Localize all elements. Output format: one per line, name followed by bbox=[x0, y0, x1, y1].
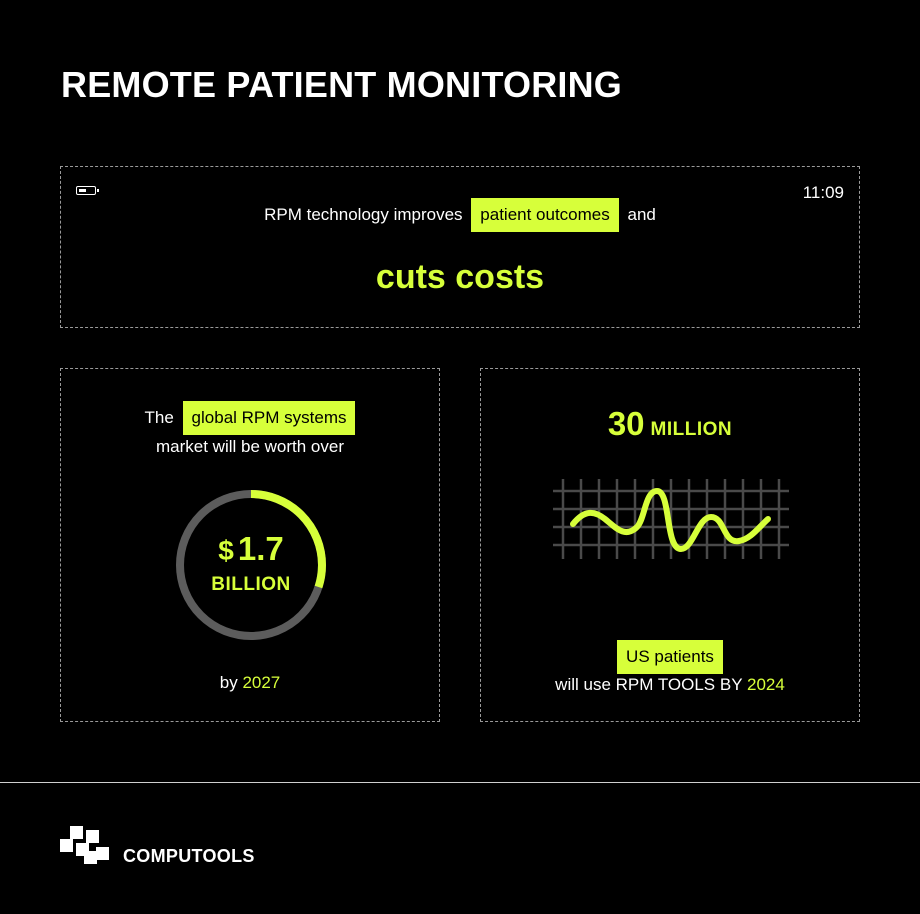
patients-card: 30 MILLION US patients will use RPM TOO bbox=[480, 368, 860, 722]
highlight-us-patients: US patients bbox=[617, 640, 723, 674]
page-title: REMOTE PATIENT MONITORING bbox=[61, 64, 622, 105]
market-the: The bbox=[144, 408, 174, 427]
footer-divider bbox=[0, 782, 920, 783]
market-amount: 1.7 bbox=[237, 530, 284, 567]
market-value: $1.7 bbox=[173, 529, 329, 571]
rpm-tools-year: 2024 bbox=[746, 675, 785, 694]
highlight-global-rpm: global RPM systems bbox=[182, 401, 356, 435]
market-year: 2027 bbox=[242, 673, 281, 692]
patients-number: 30 bbox=[607, 405, 645, 442]
us-patients-line: US patients bbox=[481, 639, 859, 675]
rpm-tools-text: will use RPM TOOLS BY bbox=[555, 675, 743, 694]
status-time: 11:09 bbox=[802, 183, 844, 202]
brand-name: COMPUTOOLS bbox=[123, 846, 255, 866]
computools-logo-icon bbox=[60, 826, 109, 864]
outcomes-sentence: RPM technology improves patient outcomes… bbox=[61, 197, 859, 233]
market-line-1: The global RPM systems bbox=[61, 400, 439, 436]
patients-stat: 30 MILLION bbox=[481, 405, 859, 443]
phone-card: 11:09 RPM technology improves patient ou… bbox=[60, 166, 860, 328]
highlight-patient-outcomes: patient outcomes bbox=[471, 198, 619, 232]
market-year-line: by 2027 bbox=[61, 671, 439, 695]
cuts-costs-heading: cuts costs bbox=[375, 258, 545, 296]
market-unit: BILLION bbox=[211, 574, 291, 595]
patients-unit: MILLION bbox=[650, 419, 733, 440]
waveform-grid-icon bbox=[553, 479, 789, 559]
sentence-end: and bbox=[627, 205, 656, 224]
progress-ring-arc bbox=[176, 490, 326, 640]
battery-icon bbox=[76, 186, 99, 195]
currency-symbol: $ bbox=[218, 535, 234, 566]
by-label: by bbox=[219, 673, 238, 692]
market-card: The global RPM systems market will be wo… bbox=[60, 368, 440, 722]
sentence-start: RPM technology improves bbox=[264, 205, 463, 224]
market-line-2: market will be worth over bbox=[155, 437, 344, 456]
progress-ring bbox=[176, 490, 326, 640]
rpm-tools-line: will use RPM TOOLS BY 2024 bbox=[481, 673, 859, 697]
